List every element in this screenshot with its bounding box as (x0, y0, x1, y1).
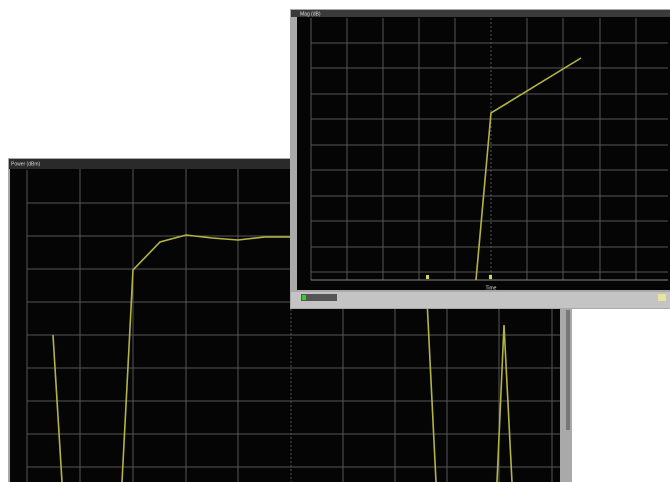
marker[interactable] (489, 275, 492, 279)
marker[interactable] (426, 275, 429, 279)
x-axis-label: Time (486, 285, 497, 291)
grid (310, 18, 668, 280)
status-button[interactable] (301, 294, 337, 301)
trace (121, 234, 292, 482)
right-window: Mag (dB) Time (290, 9, 670, 309)
window-title: Mag (dB) (300, 11, 321, 17)
status-indicator (658, 294, 666, 301)
status-indicator (302, 295, 306, 300)
status-bar (291, 292, 670, 308)
scrollbar[interactable] (566, 310, 570, 430)
trace (475, 57, 582, 281)
title-bar (291, 10, 670, 17)
trace (426, 299, 437, 482)
window-title: Power (dBm) (11, 161, 41, 167)
plot-area (297, 17, 670, 290)
trace (496, 324, 513, 482)
trace (52, 334, 63, 482)
